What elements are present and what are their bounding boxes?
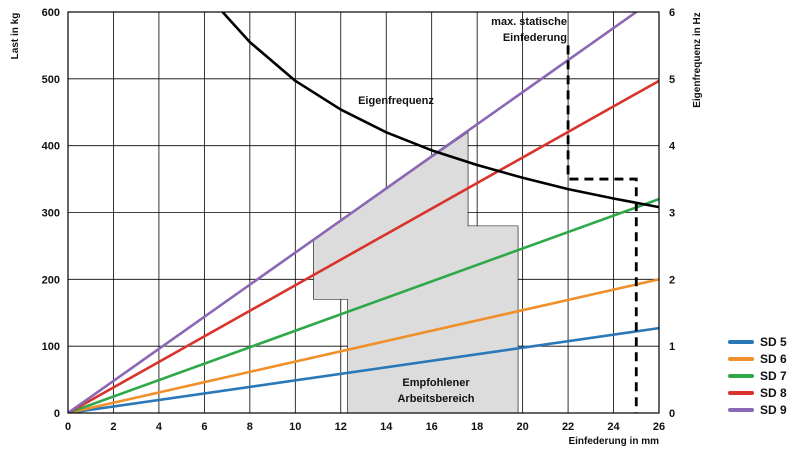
recommended-range-label-1: Empfohlener xyxy=(402,377,470,389)
x-tick-label: 20 xyxy=(516,421,528,433)
x-tick-label: 24 xyxy=(607,421,620,433)
legend-label: SD 9 xyxy=(760,403,787,417)
y-right-tick-label: 1 xyxy=(669,341,675,353)
y-left-tick-label: 600 xyxy=(42,7,60,19)
series-line-sd8 xyxy=(68,79,659,413)
x-tick-label: 12 xyxy=(335,421,347,433)
y-right-tick-label: 3 xyxy=(669,208,675,220)
y-left-tick-label: 200 xyxy=(42,274,60,286)
max-deflection-line xyxy=(566,45,638,413)
y-right-tick-label: 5 xyxy=(669,74,675,86)
x-tick-label: 8 xyxy=(247,421,253,433)
y-left-tick-label: 500 xyxy=(42,74,60,86)
x-axis-label: Einfederung in mm xyxy=(568,436,659,447)
series-line-sd9 xyxy=(68,12,638,413)
y-right-tick-label: 2 xyxy=(669,274,675,286)
y-right-tick-label: 6 xyxy=(669,7,675,19)
y-left-tick-label: 400 xyxy=(42,141,60,153)
x-tick-label: 10 xyxy=(289,421,301,433)
legend-label: SD 6 xyxy=(760,352,787,366)
plot-frame xyxy=(67,11,660,414)
max-deflection-label-2: Einfederung xyxy=(503,32,567,44)
series-lines xyxy=(68,12,659,413)
legend: SD 5 SD 6 SD 7 SD 8 SD 9 xyxy=(728,335,787,417)
eigenfrequency-curve xyxy=(221,12,659,209)
eigenfrequency-label: Eigenfrequenz xyxy=(358,95,434,107)
x-tick-label: 6 xyxy=(201,421,207,433)
y-right-tick-labels: 0 1 2 3 4 5 6 xyxy=(669,7,676,420)
x-tick-label: 2 xyxy=(110,421,116,433)
y-left-tick-label: 100 xyxy=(42,341,60,353)
x-tick-label: 4 xyxy=(156,421,163,433)
legend-label: SD 5 xyxy=(760,335,787,349)
y-left-tick-labels: 0 100 200 300 400 500 600 xyxy=(42,7,60,420)
legend-label: SD 8 xyxy=(760,386,787,400)
y-left-tick-label: 300 xyxy=(42,208,60,220)
y-left-axis-label: Last in kg xyxy=(10,13,21,60)
recommended-range xyxy=(313,131,519,413)
series-line-sd6 xyxy=(68,278,659,413)
x-tick-label: 0 xyxy=(65,421,71,433)
y-right-tick-label: 0 xyxy=(669,408,675,420)
y-right-tick-label: 4 xyxy=(669,141,676,153)
y-right-axis-label: Eigenfrequenz in Hz xyxy=(692,12,703,108)
x-tick-label: 14 xyxy=(380,421,393,433)
x-tick-label: 26 xyxy=(653,421,665,433)
series-line-sd7 xyxy=(68,197,659,413)
x-tick-label: 22 xyxy=(562,421,574,433)
x-tick-label: 16 xyxy=(426,421,438,433)
max-deflection-label-1: max. statische xyxy=(491,16,567,28)
y-left-tick-label: 0 xyxy=(54,408,60,420)
eigenfrequency-layer xyxy=(221,12,659,209)
max-deflection-layer xyxy=(566,45,638,413)
series-line-sd5 xyxy=(68,326,659,413)
legend-label: SD 7 xyxy=(760,369,787,383)
x-tick-label: 18 xyxy=(471,421,483,433)
recommended-range-area xyxy=(313,131,519,413)
x-tick-labels: 0 2 4 6 8 10 12 14 16 18 20 22 24 26 xyxy=(65,421,665,433)
recommended-range-label-2: Arbeitsbereich xyxy=(397,393,474,405)
